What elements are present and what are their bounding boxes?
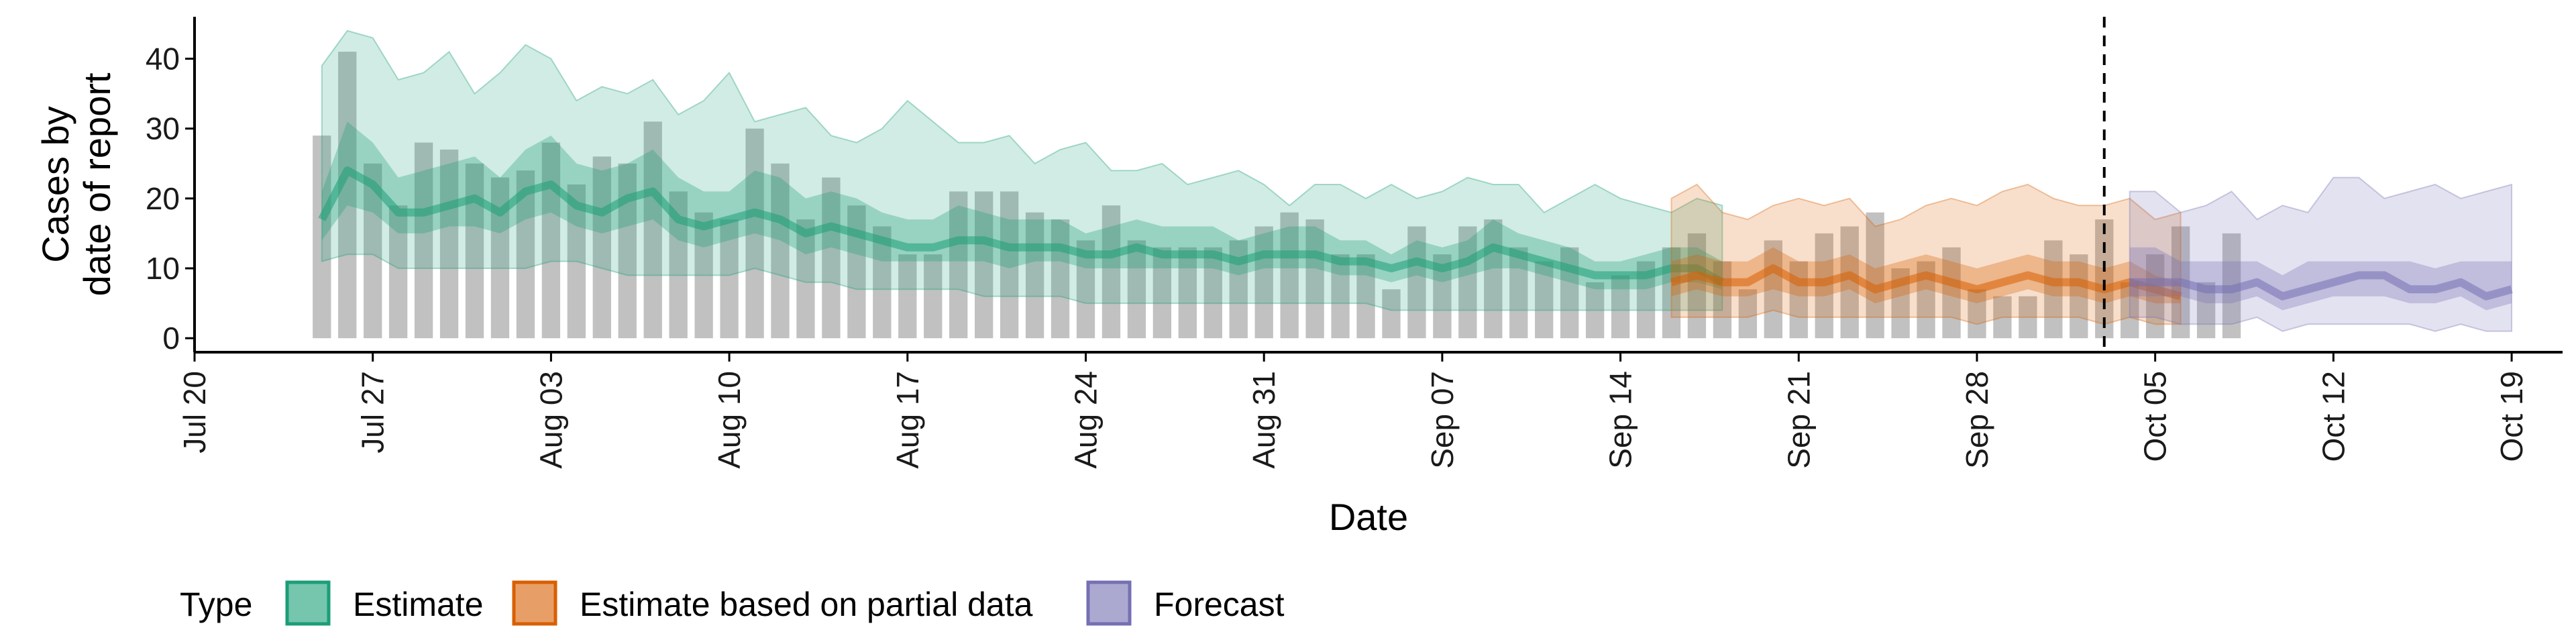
- x-tick-label: Aug 31: [1246, 371, 1281, 469]
- legend: Type Estimate Estimate based on partial da…: [180, 580, 1285, 626]
- bar: [1382, 289, 1401, 339]
- bar: [1000, 191, 1019, 339]
- x-tick-label: Jul 20: [177, 371, 212, 453]
- bar: [1764, 240, 1782, 339]
- bar: [2121, 282, 2139, 339]
- bar: [2019, 296, 2037, 339]
- bar: [771, 163, 790, 339]
- bar: [1789, 261, 1808, 339]
- x-tick-label: Oct 12: [2316, 371, 2351, 462]
- legend-label: Estimate: [353, 586, 484, 623]
- bar: [1356, 254, 1375, 339]
- bar: [414, 142, 433, 339]
- bar: [1102, 205, 1121, 339]
- bar: [1254, 226, 1273, 339]
- bar: [898, 254, 917, 339]
- y-tick-label: 20: [146, 181, 180, 216]
- y-tick-label: 10: [146, 251, 180, 286]
- x-tick-label: Aug 17: [890, 371, 925, 469]
- bar: [1280, 212, 1299, 339]
- bar: [1458, 226, 1477, 339]
- band-outer-forecast: [2129, 176, 2513, 332]
- legend-swatch: [285, 580, 331, 626]
- bar: [592, 156, 611, 339]
- bar: [745, 128, 764, 339]
- bar: [1178, 247, 1197, 339]
- bar: [1738, 289, 1758, 339]
- legend-label: Estimate based on partial data: [580, 586, 1033, 623]
- bar: [949, 191, 968, 339]
- band-outer-estimate: [321, 30, 1723, 311]
- x-tick-label: Sep 14: [1603, 371, 1638, 469]
- bar: [975, 191, 994, 339]
- axes: 0 10 20 30 40 Jul 20 Jul 27 Aug 03 Aug 10 Aug 17 A…: [146, 17, 2563, 469]
- bar: [2070, 254, 2088, 339]
- median-line-forecast: [2129, 271, 2513, 301]
- band-inner-forecast: [2129, 247, 2512, 311]
- bar: [1687, 233, 1707, 339]
- bar: [541, 142, 561, 339]
- bar: [1127, 240, 1146, 339]
- y-tick-label: 30: [146, 111, 180, 146]
- band-inner-estimate: [321, 121, 1723, 290]
- bar: [1509, 247, 1528, 339]
- median-line-estimate-based-on-partial-data: [1670, 264, 2182, 301]
- y-axis-title-line: Cases by: [34, 106, 76, 262]
- bar: [2146, 254, 2165, 339]
- legend-title: Type: [180, 586, 252, 623]
- bar: [822, 177, 841, 339]
- bar: [1152, 247, 1172, 339]
- bar: [1585, 282, 1605, 339]
- bar: [1484, 219, 1503, 339]
- bar: [1203, 247, 1222, 339]
- legend-swatch: [1086, 580, 1132, 626]
- bar: [1331, 254, 1350, 339]
- bar: [388, 205, 408, 339]
- y-axis-title-line: date of report: [76, 72, 118, 297]
- bar: [439, 149, 459, 339]
- bar: [796, 219, 815, 339]
- bar: [1025, 212, 1044, 339]
- y-tick-label: 0: [162, 321, 180, 356]
- bar: [2044, 240, 2063, 339]
- x-tick-label: Oct 19: [2494, 371, 2529, 462]
- bar: [1662, 247, 1681, 339]
- x-tick-label: Aug 03: [533, 371, 568, 469]
- bar: [465, 163, 484, 339]
- legend-swatch: [512, 580, 557, 626]
- bar: [1407, 226, 1426, 339]
- bar: [338, 52, 357, 339]
- bar: [1611, 275, 1630, 339]
- x-tick-label: Sep 21: [1781, 371, 1816, 469]
- x-tick-label: Oct 05: [2138, 371, 2173, 462]
- bar: [1535, 261, 1554, 339]
- x-tick-label: Sep 28: [1960, 371, 1994, 469]
- bar: [1051, 219, 1070, 339]
- bar: [643, 121, 662, 339]
- x-tick-label: Aug 10: [712, 371, 747, 469]
- bar: [1993, 296, 2012, 339]
- x-tick-label: Jul 27: [356, 371, 390, 453]
- x-tick-label: Aug 24: [1068, 371, 1103, 469]
- bar: [924, 254, 943, 339]
- legend-label: Forecast: [1154, 586, 1285, 623]
- bar: [1713, 261, 1732, 339]
- y-tick-label: 40: [146, 42, 180, 76]
- bar: [694, 212, 713, 339]
- x-tick-label: Sep 07: [1425, 371, 1460, 469]
- bar: [1305, 219, 1324, 339]
- median-line-estimate: [318, 166, 1725, 286]
- x-axis-title: Date: [1329, 496, 1408, 538]
- plot-area: [313, 17, 2513, 352]
- y-axis-title: Cases bydate of report: [34, 72, 118, 297]
- bar: [1866, 212, 1884, 339]
- bar: [1942, 247, 1961, 339]
- bar: [720, 219, 739, 339]
- band-outer-estimate-based-on-partial-data: [1670, 183, 2182, 325]
- bar: [313, 136, 331, 339]
- bar: [1968, 289, 1986, 339]
